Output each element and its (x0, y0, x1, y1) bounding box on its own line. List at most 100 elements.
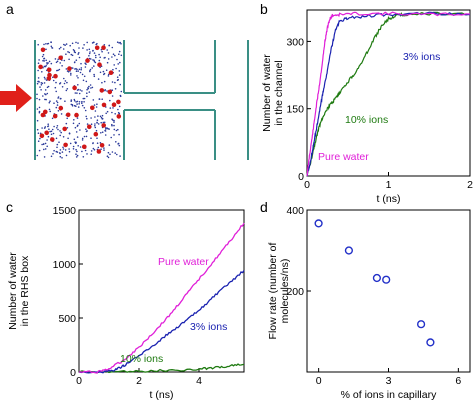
water-molecule (90, 123, 93, 125)
water-molecule (38, 98, 41, 101)
water-molecule (113, 128, 116, 131)
water-molecule (64, 100, 66, 102)
water-molecule (85, 115, 87, 118)
water-molecule (86, 130, 88, 132)
series-annotation: 10% ions (345, 114, 388, 126)
water-molecule (88, 85, 90, 88)
water-molecule (66, 88, 69, 90)
water-molecule (73, 51, 76, 53)
water-molecule (110, 136, 112, 139)
ion-particle (38, 64, 43, 70)
water-molecule (107, 75, 110, 77)
water-molecule (38, 149, 41, 152)
water-molecule (45, 79, 48, 81)
x-tick-label: 6 (455, 375, 461, 387)
water-molecule (116, 153, 118, 156)
water-molecule (42, 59, 44, 62)
water-molecule (47, 62, 49, 64)
water-molecule (59, 82, 62, 84)
water-molecule (75, 67, 77, 70)
water-molecule (68, 58, 70, 61)
ion-particle (39, 133, 45, 139)
water-molecule (54, 58, 57, 60)
water-molecule (41, 55, 44, 58)
water-molecule (71, 67, 74, 69)
water-molecule (36, 154, 39, 157)
y-tick-label: 0 (298, 171, 304, 183)
water-molecule (78, 47, 80, 49)
water-molecule (48, 128, 50, 130)
water-molecule (48, 60, 51, 63)
ion-particle (107, 89, 113, 95)
water-molecule (75, 156, 78, 158)
y-tick-label: 500 (58, 313, 76, 325)
water-molecule (76, 75, 78, 77)
water-molecule (90, 117, 92, 119)
water-molecule (84, 109, 87, 112)
water-molecule (104, 56, 106, 59)
water-molecule (78, 56, 81, 59)
water-molecule (44, 126, 47, 128)
pressure-arrow (0, 84, 32, 112)
water-molecule (91, 86, 94, 89)
water-molecule (51, 47, 54, 49)
water-molecule (78, 92, 81, 95)
water-molecule (57, 128, 59, 131)
water-molecule (118, 105, 121, 108)
water-molecule (65, 43, 68, 45)
water-molecule (96, 121, 98, 124)
water-molecule (111, 111, 113, 114)
water-molecule (115, 129, 118, 132)
scatter-point (382, 275, 391, 284)
x-tick-label: 0 (76, 375, 82, 387)
water-molecule (45, 48, 47, 51)
ion-particle (58, 105, 64, 111)
water-molecule (119, 95, 122, 98)
y-axis-label: molecules/ns) (279, 259, 291, 324)
water-molecule (77, 77, 79, 79)
water-molecule (109, 153, 111, 156)
water-molecule (111, 81, 114, 83)
water-molecule (105, 127, 107, 129)
y-axis-label: in the channel (273, 60, 285, 125)
water-molecule (107, 127, 109, 130)
water-molecule (101, 118, 104, 120)
water-molecule (73, 104, 76, 107)
water-molecule (77, 124, 79, 127)
water-molecule (57, 97, 59, 99)
y-tick-label: 150 (286, 104, 304, 116)
y-tick-label: 1000 (53, 259, 77, 271)
water-molecule (45, 65, 47, 67)
water-molecule (84, 66, 87, 68)
water-molecule (43, 156, 46, 158)
water-molecule (80, 67, 83, 69)
ion-particle (97, 62, 102, 67)
series-line-pure-water (306, 11, 471, 177)
water-molecule (77, 84, 79, 86)
water-molecule (68, 148, 70, 150)
water-molecule (75, 101, 77, 103)
water-molecule (117, 63, 119, 65)
water-molecule (56, 146, 58, 149)
water-molecule (101, 131, 104, 133)
water-molecule (105, 112, 107, 115)
water-molecule (69, 44, 71, 47)
water-molecule (103, 80, 106, 83)
y-axis-label: Number of water (7, 252, 19, 330)
water-molecule (61, 151, 64, 153)
water-molecule (64, 44, 66, 46)
water-molecule (53, 102, 55, 104)
water-molecule (72, 148, 75, 150)
water-molecule (120, 43, 122, 45)
water-molecule (53, 149, 55, 152)
water-molecule (103, 121, 106, 124)
water-molecule (75, 148, 77, 151)
water-molecule (73, 138, 76, 141)
water-molecule (66, 127, 69, 129)
ion-particle (116, 114, 122, 119)
water-molecule (118, 70, 121, 72)
water-molecule (50, 133, 53, 136)
water-molecule (50, 45, 53, 48)
ion-particle (82, 144, 87, 150)
water-molecule (98, 59, 101, 62)
